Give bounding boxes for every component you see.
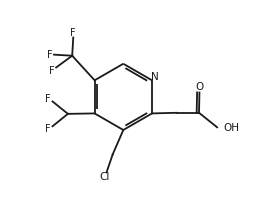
Text: F: F: [47, 50, 52, 60]
Text: OH: OH: [223, 123, 239, 133]
Text: F: F: [49, 66, 54, 76]
Text: F: F: [46, 94, 51, 104]
Text: N: N: [151, 72, 159, 82]
Text: F: F: [70, 28, 76, 38]
Text: F: F: [46, 124, 51, 134]
Text: Cl: Cl: [99, 172, 110, 182]
Text: O: O: [195, 82, 204, 92]
